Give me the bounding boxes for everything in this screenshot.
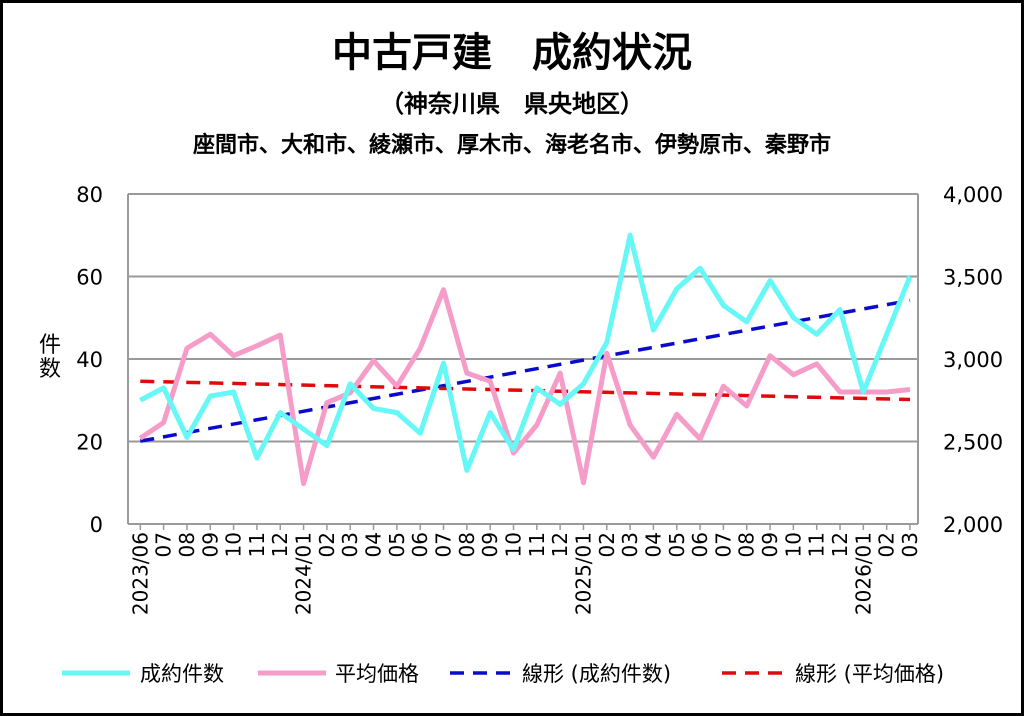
x-tick-label: 11 — [245, 532, 269, 557]
y-axis-label-char: 件 — [39, 333, 61, 358]
x-tick-label: 2023/06 — [128, 532, 152, 615]
y2-tick-label: 3,500 — [943, 266, 1003, 290]
legend-label: 線形 (成約件数) — [522, 662, 671, 686]
x-tick-label: 12 — [548, 532, 572, 557]
legend-label: 平均価格 — [335, 662, 419, 686]
y2-tick-label: 2,500 — [943, 431, 1003, 455]
x-tick-label: 11 — [525, 532, 549, 557]
x-tick-label: 02 — [595, 532, 619, 557]
x-tick-label: 2026/01 — [851, 532, 875, 615]
chart-title: 中古戸建 成約状況 — [332, 30, 692, 76]
series-line-1 — [139, 232, 913, 473]
x-tick-label: 06 — [688, 532, 712, 557]
x-tick-label: 11 — [805, 532, 829, 557]
x-tick-label: 02 — [315, 532, 339, 557]
x-tick-label: 05 — [665, 532, 689, 557]
x-tick-label: 05 — [385, 532, 409, 557]
x-tick-label: 07 — [432, 532, 456, 557]
x-tick-label: 06 — [408, 532, 432, 557]
x-tick-label: 07 — [711, 532, 735, 557]
x-tick-label: 02 — [875, 532, 899, 557]
x-tick-label: 04 — [362, 532, 386, 557]
axes: 0 2,000 20 2,500 40 3,000 60 3,500 80 4,000 2023/0… — [76, 183, 1003, 615]
x-tick-label: 08 — [455, 532, 479, 557]
chart-subtitle: （神奈川県 県央地区） — [380, 90, 644, 118]
x-tick-label: 03 — [898, 532, 922, 557]
legend-label: 線形 (平均価格) — [795, 662, 944, 686]
x-tick-label: 10 — [222, 532, 246, 557]
y-axis-label: 件数 — [39, 333, 61, 382]
y2-tick-label: 3,000 — [943, 348, 1003, 372]
x-tick-label: 2025/01 — [571, 532, 595, 615]
y-tick-label: 60 — [76, 266, 103, 290]
x-tick-label: 12 — [268, 532, 292, 557]
x-tick-label: 07 — [152, 532, 176, 557]
y-tick-label: 20 — [76, 431, 103, 455]
x-tick-label: 10 — [501, 532, 525, 557]
x-tick-label: 08 — [735, 532, 759, 557]
series-layer — [138, 232, 913, 487]
x-tick-label: 09 — [758, 532, 782, 557]
x-tick-label: 12 — [828, 532, 852, 557]
legend-label: 成約件数 — [140, 662, 224, 686]
x-tick-label: 09 — [478, 532, 502, 557]
y-axis-label-char: 数 — [39, 357, 61, 382]
legend: 成約件数 平均価格 線形 (成約件数) 線形 (平均価格) — [62, 662, 944, 686]
y2-tick-label: 2,000 — [943, 513, 1003, 537]
series-line-3 — [139, 298, 911, 443]
y-tick-label: 80 — [76, 183, 103, 207]
series-line-4 — [140, 379, 911, 402]
x-tick-label: 10 — [781, 532, 805, 557]
x-tick-label: 03 — [338, 532, 362, 557]
y-tick-label: 40 — [76, 348, 103, 372]
series-line-2 — [138, 287, 911, 487]
x-tick-label: 03 — [618, 532, 642, 557]
x-tick-label: 09 — [198, 532, 222, 557]
y-tick-label: 0 — [90, 513, 103, 537]
x-tick-label: 08 — [175, 532, 199, 557]
x-tick-label: 2024/01 — [292, 532, 316, 615]
x-tick-label: 04 — [641, 532, 665, 557]
y2-tick-label: 4,000 — [943, 183, 1003, 207]
chart-subtitle-cities: 座間市、大和市、綾瀬市、厚木市、海老名市、伊勢原市、秦野市 — [193, 132, 831, 158]
